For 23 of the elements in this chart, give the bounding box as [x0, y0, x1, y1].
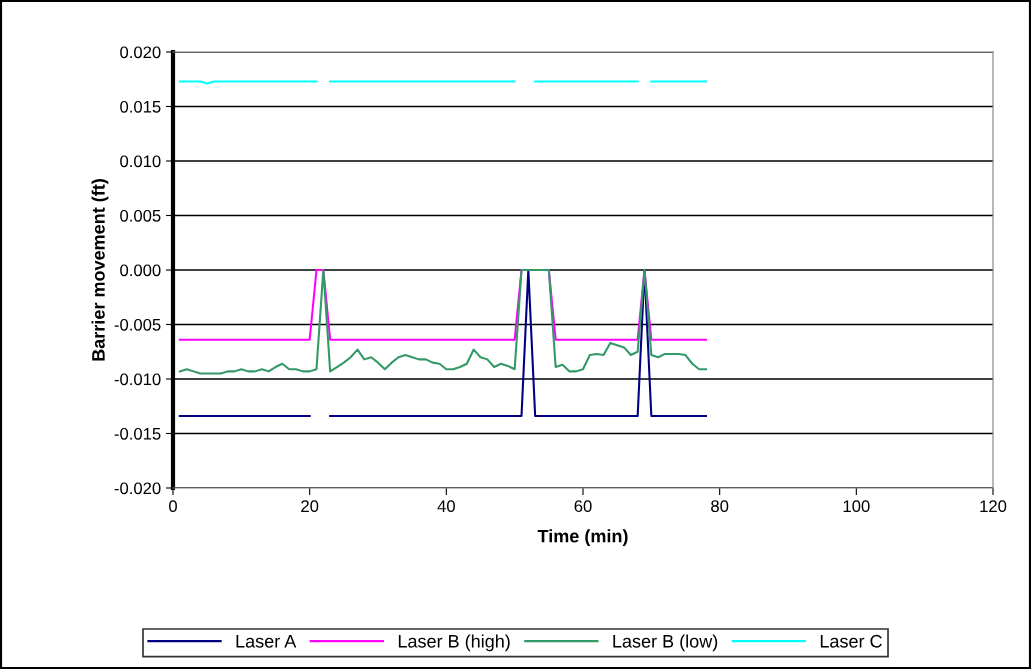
y-tick-label: 0.000 [120, 264, 161, 277]
y-tick-label: 0.015 [120, 100, 161, 113]
x-tick-label: 80 [711, 500, 729, 513]
legend-label: Laser B (low) [613, 634, 718, 652]
y-tick-label: 0.020 [120, 46, 161, 59]
x-tick-label: 0 [169, 500, 177, 513]
x-tick-label: 100 [843, 500, 870, 513]
line-series [178, 268, 708, 375]
y-tick-label: -0.005 [114, 318, 161, 331]
legend-label: Laser C [820, 634, 882, 648]
y-tick-label: -0.010 [114, 373, 161, 386]
y-tick-label: 0.010 [120, 155, 161, 168]
x-axis-title: Time (min) [537, 529, 628, 547]
y-tick-label: 0.005 [120, 209, 161, 222]
y-axis-title: Barrier movement (ft) [91, 179, 109, 361]
legend-label: Laser A [236, 635, 297, 648]
y-tick-label: -0.020 [114, 482, 161, 495]
x-tick-label: 120 [980, 500, 1007, 513]
x-tick-label: 20 [301, 500, 319, 513]
y-tick-label: -0.015 [114, 427, 161, 440]
legend-label: Laser B (high) [398, 634, 510, 652]
x-tick-label: 60 [574, 500, 592, 513]
x-tick-label: 40 [437, 500, 455, 513]
